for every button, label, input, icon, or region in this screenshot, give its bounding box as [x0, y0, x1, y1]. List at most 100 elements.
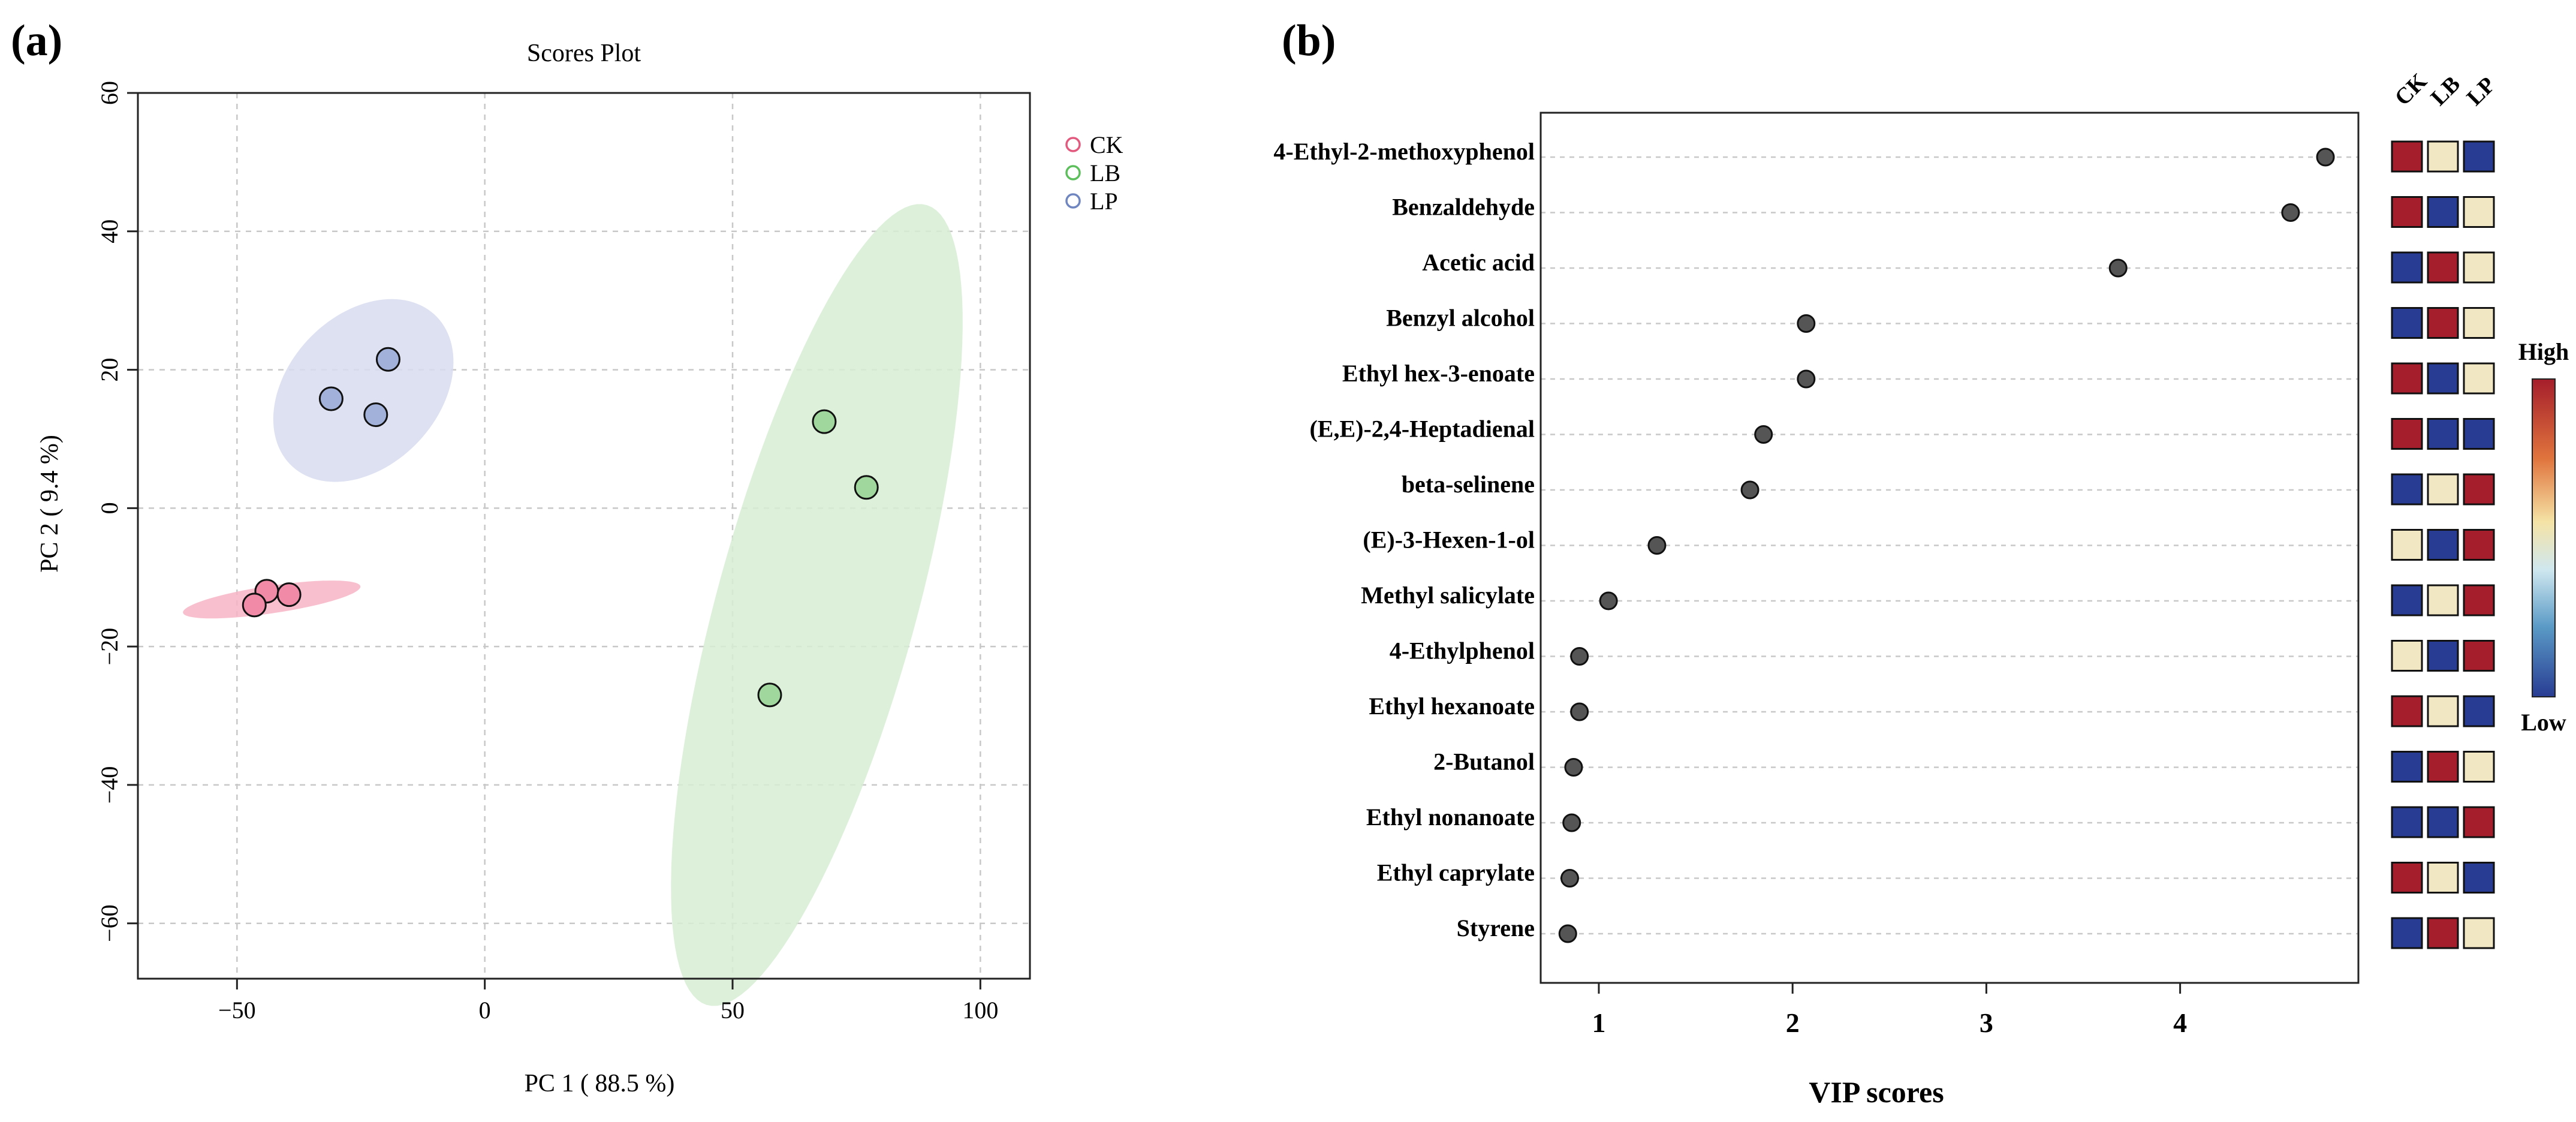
heatmap-cell: [2463, 473, 2495, 506]
heatmap-cell: [2463, 140, 2495, 173]
heatmap-cell: [2427, 862, 2459, 894]
point-lp: [318, 386, 344, 411]
vip-point: [2316, 148, 2335, 167]
compound-label: 4-Ethylphenol: [1390, 637, 1535, 664]
y-axis-label: PC 2 ( 9.4 %): [36, 435, 64, 573]
vip-point: [1562, 813, 1581, 832]
heatmap-cell: [2427, 584, 2459, 616]
vip-rows: 4-Ethyl-2-methoxyphenol Benzaldehyde Aceti…: [1273, 138, 2358, 943]
scores-plot-frame: [137, 92, 1031, 980]
heatmap-cell: [2427, 251, 2459, 284]
compound-label: (E)-3-Hexen-1-ol: [1363, 527, 1535, 554]
heatmap-cell: [2391, 751, 2423, 783]
heatmap-cells: [2391, 140, 2495, 949]
heatmap-cell: [2463, 806, 2495, 838]
heatmap-col-lp: LP: [2462, 72, 2500, 110]
heatmap-cell: [2463, 917, 2495, 949]
heatmap-cell: [2427, 307, 2459, 339]
compound-label: (E,E)-2,4-Heptadienal: [1309, 416, 1535, 443]
vip-point: [1560, 869, 1579, 888]
y-axis-ticks: −60 −40 −20 0 20 40 60: [96, 81, 138, 942]
vip-point: [1740, 480, 1759, 500]
vip-point: [1564, 758, 1583, 777]
legend-label-lp: LP: [1090, 188, 1118, 215]
heatmap-cell: [2427, 640, 2459, 672]
y-tick-label: 20: [96, 358, 123, 382]
heatmap-cell: [2427, 473, 2459, 506]
colorbar-gradient: [2532, 378, 2556, 697]
x-tick-label: 0: [479, 997, 491, 1024]
heatmap-cell: [2391, 196, 2423, 228]
point-ck: [276, 582, 302, 607]
score-points: [242, 347, 879, 708]
legend-marker-ck: [1065, 137, 1081, 152]
heatmap-cell: [2391, 362, 2423, 395]
x-axis-label: PC 1 ( 88.5 %): [525, 1070, 675, 1097]
compound-label: 2-Butanol: [1433, 748, 1535, 775]
scores-plot-title: Scores Plot: [527, 40, 641, 67]
compound-label: Benzyl alcohol: [1386, 305, 1535, 332]
heatmap-cell: [2427, 196, 2459, 228]
heatmap-cell: [2391, 584, 2423, 616]
x-axis-ticks: −50 0 50 100: [218, 979, 998, 1024]
heatmap-cell: [2463, 418, 2495, 450]
y-tick-label: 60: [96, 81, 123, 105]
compound-label: Ethyl hexanoate: [1369, 693, 1535, 720]
heatmap-col-lb: LB: [2426, 71, 2466, 111]
ellipse-lp: [273, 299, 454, 482]
heatmap-cell: [2463, 695, 2495, 727]
x-tick-label: −50: [218, 997, 256, 1024]
vip-x-tick-label: 4: [2173, 1007, 2187, 1038]
heatmap-cell: [2463, 584, 2495, 616]
y-tick-label: 40: [96, 219, 123, 243]
vip-point: [1558, 924, 1577, 943]
x-tick-label: 50: [721, 997, 745, 1024]
point-lb: [812, 409, 837, 434]
vip-x-tick-label: 3: [1980, 1007, 1993, 1038]
scores-plot: Scores Plot −50 0 50 100 −60 −40 −20 0 20 40 60 P…: [36, 40, 1123, 1097]
colorbar-high-label: High: [2518, 338, 2569, 365]
point-lb: [757, 682, 782, 708]
heatmap-cell: [2463, 362, 2495, 395]
legend-marker-lp: [1065, 193, 1081, 209]
vip-x-axis-ticks: 1 2 3 4: [1592, 983, 2187, 1038]
ellipse-lb: [671, 204, 963, 1006]
vip-point: [1647, 536, 1667, 555]
heatmap-cell: [2391, 917, 2423, 949]
scores-grid: [138, 92, 1030, 979]
heatmap-col-ck: CK: [2390, 68, 2432, 110]
vip-point: [1570, 647, 1589, 666]
legend-label-ck: CK: [1090, 131, 1123, 158]
y-tick-label: −40: [96, 766, 123, 804]
heatmap-cell: [2391, 529, 2423, 561]
confidence-ellipses: [183, 204, 963, 1006]
heatmap-cell: [2463, 862, 2495, 894]
point-ck: [242, 592, 267, 618]
compound-label: Styrene: [1457, 915, 1535, 941]
vip-plot-frame: [1539, 112, 2360, 984]
heatmap-cell: [2463, 529, 2495, 561]
colorbar-low-label: Low: [2521, 709, 2566, 736]
heatmap-cell: [2391, 806, 2423, 838]
vip-x-axis-label: VIP scores: [1809, 1075, 1944, 1109]
heatmap-cell: [2427, 362, 2459, 395]
vip-point: [1797, 369, 1816, 389]
compound-label: 4-Ethyl-2-methoxyphenol: [1273, 138, 1535, 165]
heatmap-cell: [2463, 640, 2495, 672]
y-tick-label: −60: [96, 904, 123, 942]
compound-label: Ethyl caprylate: [1377, 859, 1535, 886]
point-lb: [854, 475, 879, 500]
heatmap-cell: [2391, 251, 2423, 284]
heatmap-cell: [2427, 418, 2459, 450]
heatmap-cell: [2463, 196, 2495, 228]
vip-point: [1754, 425, 1773, 444]
vip-point: [2281, 203, 2300, 222]
heatmap-cell: [2427, 695, 2459, 727]
heatmap-cell: [2427, 806, 2459, 838]
vip-point: [2108, 258, 2128, 278]
compound-label: Acetic acid: [1422, 249, 1535, 276]
compound-label: Methyl salicylate: [1361, 582, 1535, 609]
legend-label-lb: LB: [1090, 160, 1120, 187]
